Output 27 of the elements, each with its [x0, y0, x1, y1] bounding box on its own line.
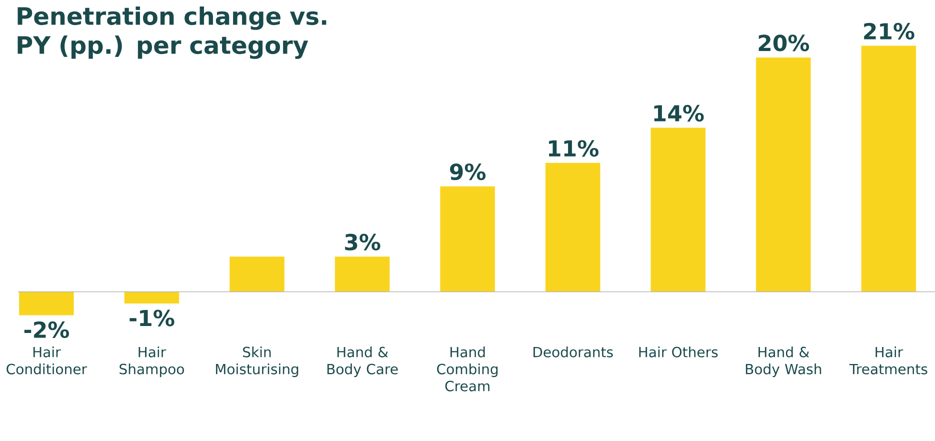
x-tick-label: Hand & Body Care: [327, 346, 398, 378]
chart-title: Penetration change vs. PY (pp.) per category: [18, 6, 326, 59]
x-tick-label: Skin Moisturising: [216, 346, 298, 378]
x-tick-label: Deodorants: [534, 346, 613, 358]
x-tick-label: Hair Shampoo: [120, 346, 184, 378]
bar: [19, 292, 74, 316]
data-label: 21%: [864, 22, 914, 40]
bar: [861, 46, 916, 292]
bar: [756, 57, 811, 292]
bar: [440, 186, 495, 292]
data-label: 14%: [654, 104, 704, 122]
x-tick-label: Hand Combing Cream: [437, 346, 498, 392]
data-label: -2%: [24, 321, 69, 338]
x-tick-label: Hair Treatments: [849, 346, 928, 374]
data-label: -1%: [130, 310, 174, 326]
bar: [230, 256, 284, 292]
x-tick-label: Hair Conditioner: [6, 346, 88, 374]
data-label: 9%: [450, 164, 486, 180]
data-label: 20%: [758, 34, 810, 52]
data-label: 3%: [345, 234, 380, 250]
bar: [334, 256, 390, 292]
x-tick-label: Hair Others: [639, 346, 718, 358]
bar: [545, 162, 600, 292]
bar: [124, 292, 180, 304]
bar: [650, 128, 706, 292]
data-label: 11%: [548, 140, 598, 157]
x-tick-label: Hand & Body Wash: [746, 346, 822, 378]
